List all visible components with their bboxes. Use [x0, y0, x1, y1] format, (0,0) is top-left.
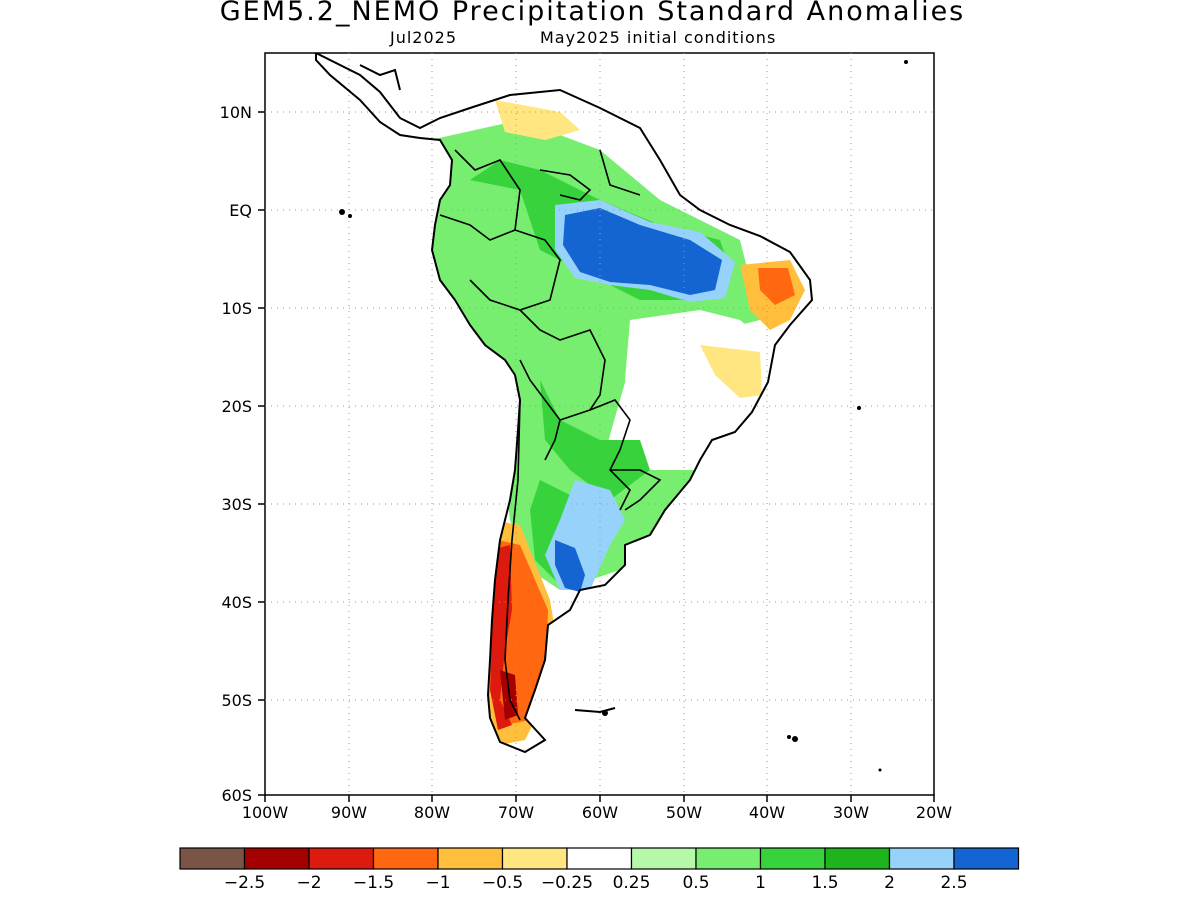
- colorbar-swatch: [759, 847, 826, 870]
- colorbar-label: 0.5: [682, 873, 709, 893]
- colorbar: −2.5 −2 −1.5 −1 −0.5 −0.25 0.25 0.5 1 1.5 2 2.5: [179, 847, 1020, 893]
- colorbar-swatch: [630, 847, 697, 870]
- lon-label-70w: 70W: [498, 803, 534, 822]
- lon-label-60w: 60W: [582, 803, 618, 822]
- coastlines: [315, 53, 814, 754]
- lat-label-10n: 10N: [220, 103, 252, 122]
- shade-orange-ne: [758, 268, 795, 305]
- shade-blue-amazon: [563, 208, 722, 295]
- colorbar-swatch: [437, 847, 504, 870]
- colorbar-swatch: [953, 847, 1020, 870]
- colorbar-label: 2: [884, 873, 895, 893]
- shade-blue-south: [555, 540, 585, 592]
- colorbar-swatch: [372, 847, 439, 870]
- colorbar-label: 2.5: [940, 873, 967, 893]
- colorbar-label: −2: [296, 873, 321, 893]
- shade-yellow-central: [700, 345, 762, 398]
- islands: [339, 60, 908, 772]
- shade-red-patagonia: [490, 545, 512, 730]
- lat-label-20s: 20S: [221, 397, 252, 416]
- colorbar-label: −0.25: [541, 873, 593, 893]
- colorbar-swatch: [888, 847, 955, 870]
- subtitle-valid-month: Jul2025: [390, 28, 458, 47]
- lat-label-40s: 40S: [221, 593, 252, 612]
- colorbar-label: −2.5: [224, 873, 265, 893]
- subtitle-initial-conditions: May2025 initial conditions: [540, 28, 777, 47]
- colorbar-label: −0.5: [482, 873, 523, 893]
- lon-label-100w: 100W: [242, 803, 289, 822]
- lon-label-50w: 50W: [666, 803, 702, 822]
- colorbar-label: −1.5: [353, 873, 394, 893]
- colorbar-swatch: [501, 847, 568, 870]
- colorbar-label: 1.5: [811, 873, 838, 893]
- lon-label-90w: 90W: [331, 803, 367, 822]
- colorbar-swatch: [243, 847, 310, 870]
- shade-yellow-north: [495, 100, 580, 140]
- colorbar-label: 0.25: [613, 873, 651, 893]
- colorbar-label: 1: [755, 873, 766, 893]
- lat-label-50s: 50S: [221, 691, 252, 710]
- lon-label-20w: 20W: [916, 803, 952, 822]
- lat-label-30s: 30S: [221, 495, 252, 514]
- shade-white-brazil: [625, 310, 770, 440]
- colorbar-swatch: [824, 847, 891, 870]
- colorbar-swatch: [566, 847, 633, 870]
- axis-ticks: [258, 111, 935, 802]
- lat-label-eq: EQ: [229, 201, 252, 220]
- lon-label-80w: 80W: [414, 803, 450, 822]
- colorbar-swatch: [695, 847, 762, 870]
- lon-label-40w: 40W: [749, 803, 785, 822]
- lat-label-10s: 10S: [221, 299, 252, 318]
- country-borders: [439, 149, 662, 721]
- colorbar-swatch: [179, 847, 246, 870]
- graticule: [265, 53, 934, 795]
- colorbar-label: −1: [425, 873, 450, 893]
- lon-label-30w: 30W: [833, 803, 869, 822]
- map-title: GEM5.2_NEMO Precipitation Standard Anoma…: [219, 0, 966, 27]
- colorbar-swatch: [308, 847, 375, 870]
- lat-label-60s: 60S: [221, 786, 252, 805]
